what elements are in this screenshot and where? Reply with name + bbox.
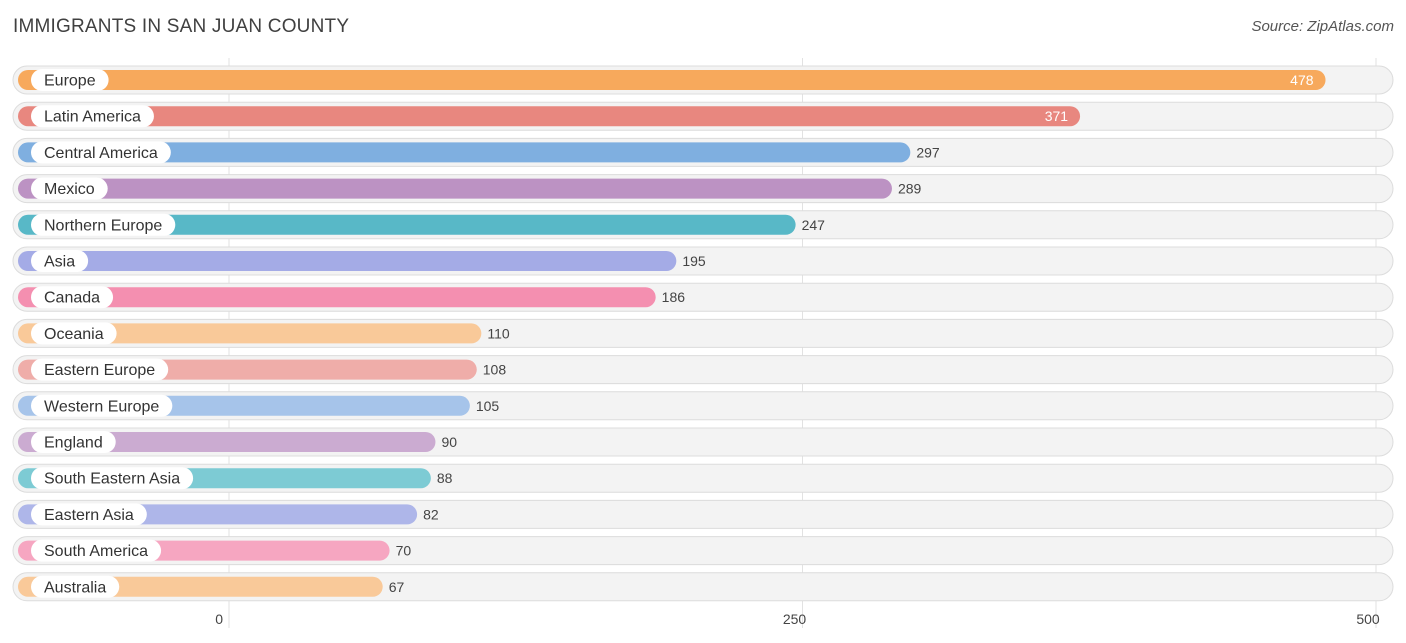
category-label: Eastern Asia [44,507,134,524]
category-label-pill [31,503,147,526]
bar[interactable] [18,70,1326,90]
value-label: 105 [476,398,500,414]
category-label-pill [31,177,108,200]
category-label: Oceania [44,326,104,343]
category-label-pill [31,539,162,562]
value-label: 371 [1045,108,1069,124]
bar[interactable] [18,214,796,235]
bar[interactable] [18,106,1081,127]
bar-row: South Eastern Asia 88 [12,463,1394,493]
value-label: 247 [802,217,826,233]
category-label: Latin America [44,109,141,126]
category-label: South Eastern Asia [44,471,180,488]
bar[interactable] [18,142,911,163]
bar-row: Western Europe 105 [12,391,1394,421]
value-label: 195 [682,253,706,269]
bar[interactable] [18,323,482,344]
category-label: England [44,435,103,452]
value-label: 289 [898,181,922,197]
value-label: 186 [662,289,686,305]
value-label: 110 [487,325,510,341]
bar-row: Oceania 110 [12,318,1394,348]
bar-row: Latin America 371 [12,101,1394,131]
bar-row: South America 70 [12,536,1394,566]
bar-row: England 90 [12,427,1394,457]
bar-row: Mexico 289 [12,174,1394,204]
bar-row: Canada 186 [12,282,1394,312]
category-label: Europe [44,73,96,90]
category-label-pill [31,213,176,236]
value-label: 82 [423,506,439,522]
bar[interactable] [18,287,656,308]
source-credit: Source: ZipAtlas.com [1251,18,1394,35]
bar-row: Eastern Europe 108 [12,355,1394,385]
bar[interactable] [18,178,892,199]
category-label-pill [31,322,117,345]
value-label: 90 [441,434,457,450]
category-label: Canada [44,290,100,307]
category-label-pill [31,358,169,381]
category-label: Western Europe [44,398,159,415]
category-label: Mexico [44,181,95,198]
category-label: Eastern Europe [44,362,155,379]
x-tick-label: 250 [783,611,807,627]
category-label: Central America [44,145,158,162]
bar-row: Asia 195 [12,246,1394,276]
category-label-pill [31,467,194,490]
category-label: Northern Europe [44,217,162,234]
value-label: 297 [916,144,940,160]
bar-row: Europe 478 [12,65,1394,95]
bar-row: Australia 67 [12,572,1394,602]
category-label: Asia [44,254,75,271]
category-label: South America [44,543,148,560]
category-label: Australia [44,579,106,596]
value-label: 108 [483,362,507,378]
category-label-pill [31,394,173,417]
bar[interactable] [18,251,677,271]
value-label: 67 [389,579,405,595]
bar[interactable] [18,432,436,452]
x-tick-label: 0 [215,611,223,627]
category-label-pill [31,286,114,309]
value-label: 478 [1290,72,1314,88]
category-label-pill [31,105,154,128]
category-label-pill [31,250,89,272]
value-label: 70 [396,543,412,559]
bar-row: Central America 297 [12,137,1394,167]
category-label-pill [31,69,109,91]
bar-row: Northern Europe 247 [12,210,1394,240]
chart-title: IMMIGRANTS IN SAN JUAN COUNTY [13,16,350,37]
category-label-pill [31,141,171,164]
value-label: 88 [437,470,453,486]
x-tick-label: 500 [1356,611,1380,627]
category-label-pill [31,575,120,598]
bar-row: Eastern Asia 82 [12,499,1394,529]
category-label-pill [31,431,116,453]
